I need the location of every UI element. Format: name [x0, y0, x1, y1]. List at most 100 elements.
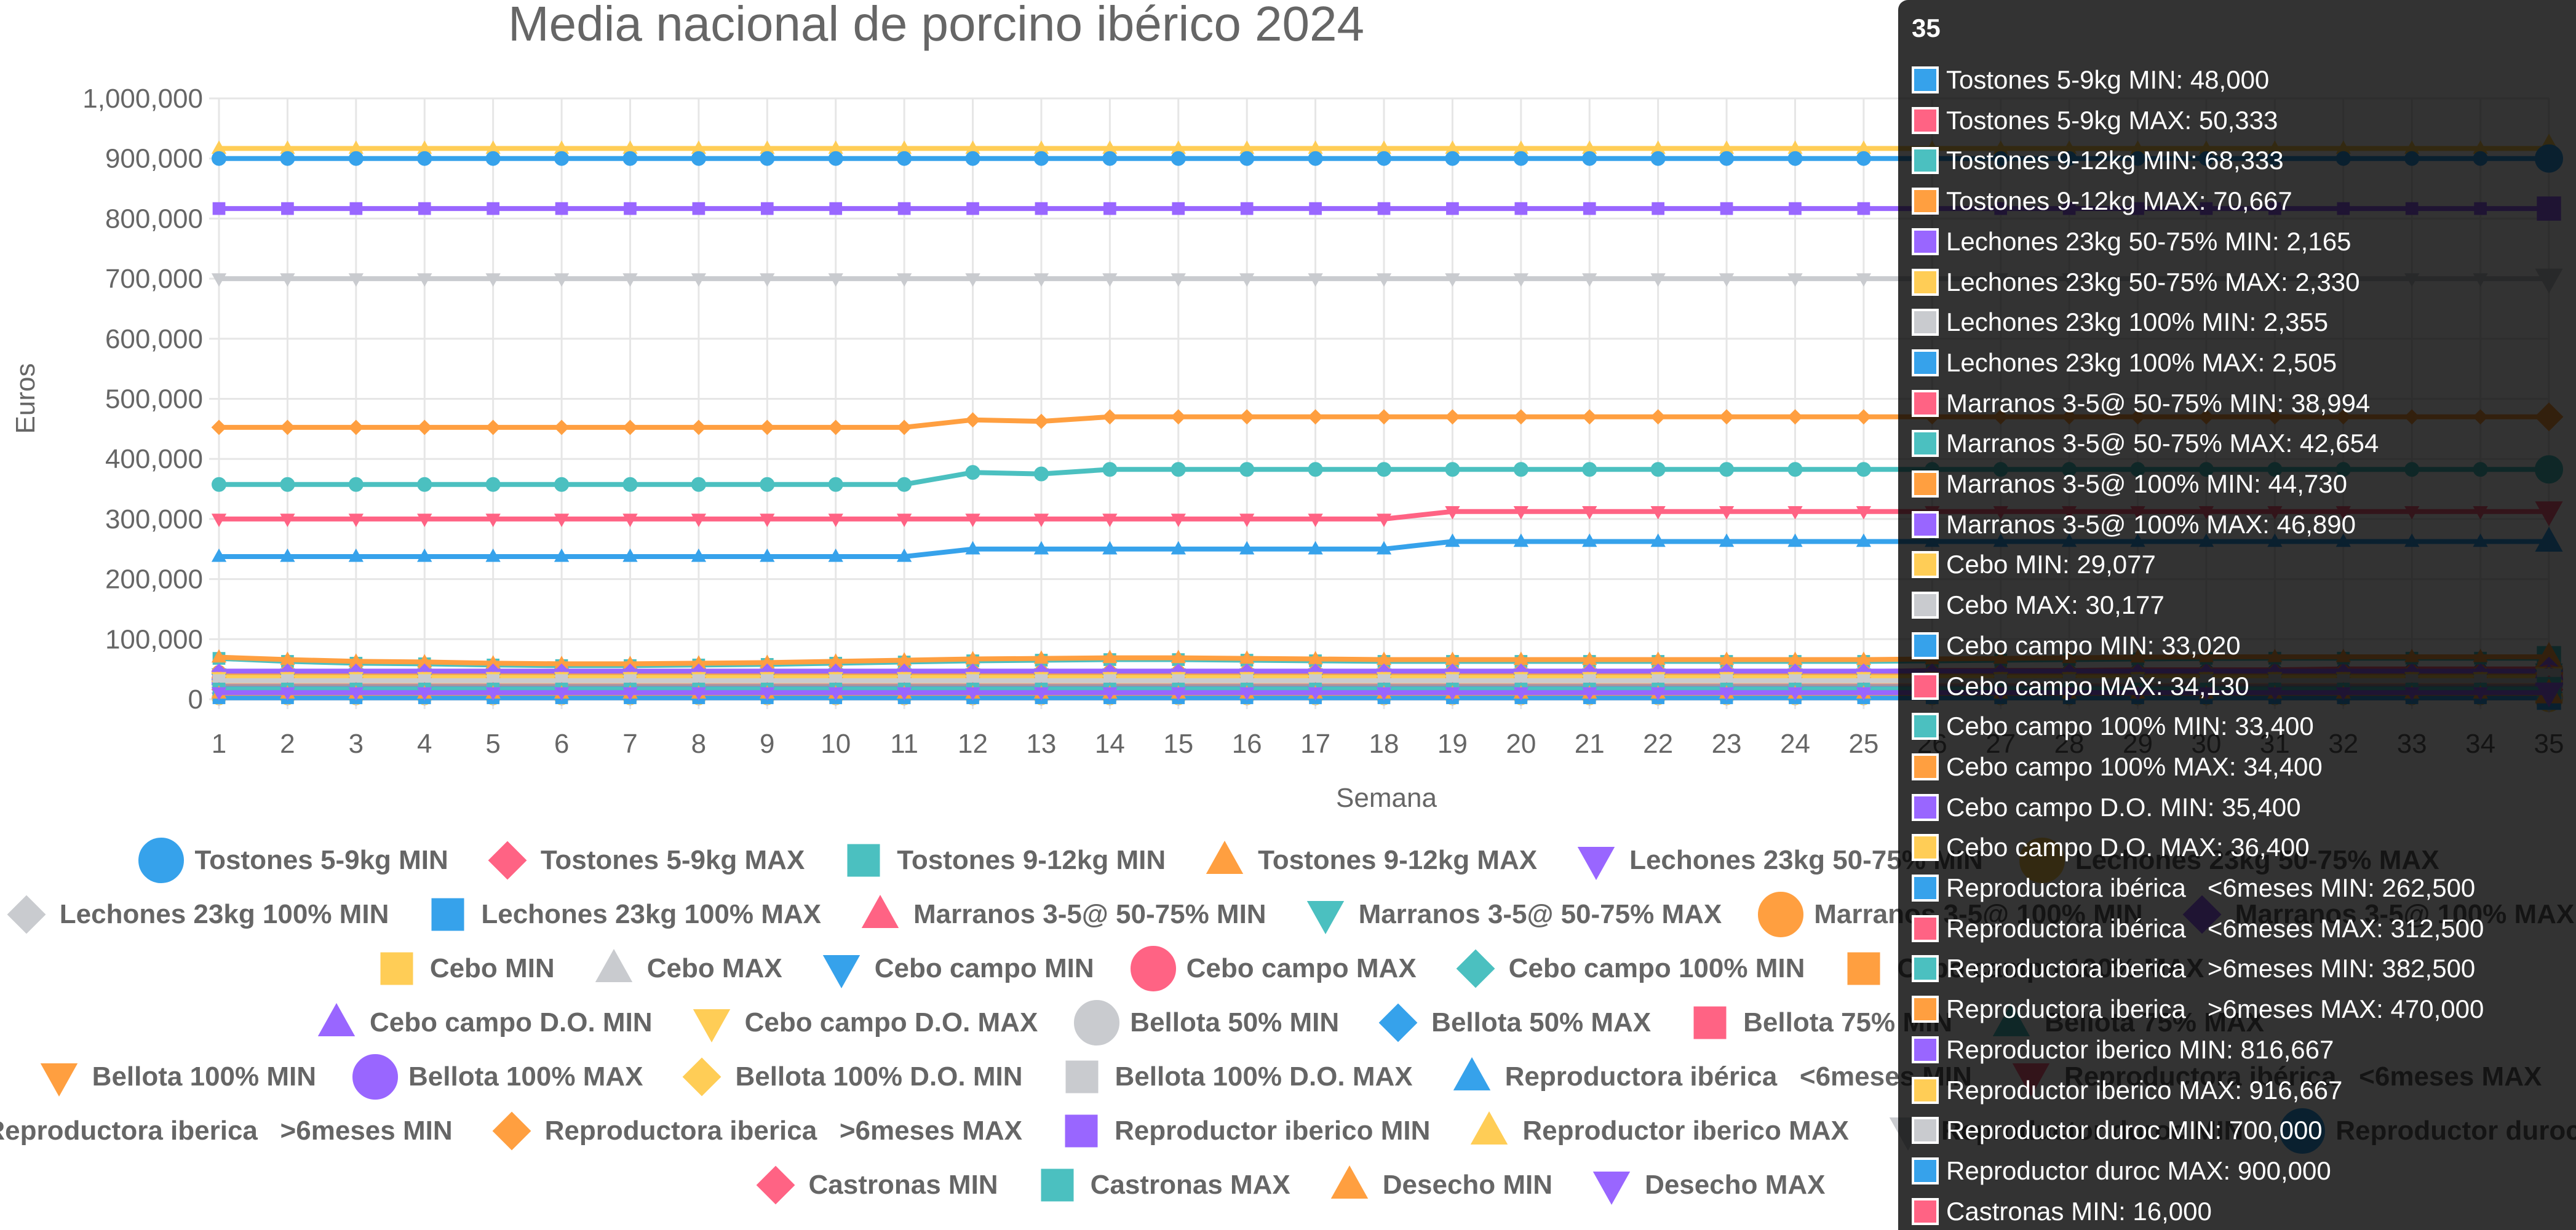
x-tick-label: 25	[1848, 729, 1878, 759]
data-point	[1719, 687, 1735, 701]
legend-item[interactable]: Reproductora ibérica <6meses MIN	[1447, 1052, 1972, 1101]
legend-item[interactable]: Reproductora iberica >6meses MAX	[487, 1106, 1022, 1156]
legend-item[interactable]: Bellota 100% MIN	[34, 1052, 316, 1101]
data-point	[1035, 202, 1048, 215]
tooltip-swatch	[1912, 793, 1939, 821]
data-point	[349, 202, 363, 215]
data-point	[1789, 202, 1802, 215]
tooltip-swatch	[1912, 632, 1939, 659]
legend-marker	[1130, 946, 1176, 991]
data-point	[1445, 533, 1460, 547]
legend-item[interactable]: Bellota 100% D.O. MIN	[677, 1052, 1023, 1101]
data-point	[1652, 202, 1664, 215]
tooltip-row: Cebo MAX: 30,177	[1912, 587, 2165, 623]
legend-item[interactable]: Reproductora iberica >6meses MIN	[0, 1106, 453, 1156]
data-point	[1650, 533, 1666, 547]
legend-item[interactable]: Reproductor iberico MIN	[1057, 1106, 1430, 1156]
legend-item[interactable]: Bellota 100% D.O. MAX	[1057, 1052, 1413, 1101]
data-point	[1102, 273, 1118, 287]
legend-marker-icon	[431, 898, 464, 931]
legend-item[interactable]: Cebo MAX	[589, 944, 782, 993]
legend-item[interactable]: Reproductor iberico MAX	[1465, 1106, 1849, 1156]
legend-marker-icon	[822, 955, 860, 989]
data-point	[829, 202, 843, 215]
data-point	[622, 419, 638, 435]
legend-item[interactable]: Marranos 3-5@ 50-75% MIN	[856, 890, 1266, 939]
data-point	[692, 202, 706, 215]
data-point	[1308, 409, 1324, 425]
tooltip-text: Tostones 9-12kg MIN: 68,333	[1946, 146, 2284, 175]
x-tick-label: 3	[349, 729, 364, 759]
tooltip-swatch	[1912, 1036, 1939, 1063]
legend-item[interactable]: Cebo campo 100% MIN	[1451, 944, 1805, 993]
legend-label: Reproductora iberica >6meses MIN	[0, 1116, 453, 1146]
tooltip-swatch	[1912, 996, 1939, 1023]
legend-item[interactable]: Bellota 100% MAX	[351, 1052, 643, 1101]
data-point	[1445, 462, 1460, 477]
legend-label: Reproductor iberico MIN	[1115, 1116, 1431, 1146]
legend-item[interactable]: Cebo campo MAX	[1129, 944, 1417, 993]
legend-label: Cebo campo D.O. MIN	[369, 1007, 653, 1038]
tooltip-swatch	[1912, 349, 1939, 376]
y-axis-label: Euros	[10, 363, 41, 434]
data-point	[760, 151, 775, 166]
data-point	[212, 151, 226, 166]
tooltip-row: Cebo campo D.O. MAX: 36,400	[1912, 830, 2310, 865]
tooltip-row: Cebo campo MIN: 33,020	[1912, 628, 2241, 664]
data-point	[1103, 202, 1116, 215]
data-point	[828, 477, 843, 492]
tooltip-swatch	[1912, 309, 1939, 336]
legend-marker	[352, 1054, 399, 1100]
tooltip-row: Reproductora ibérica <6meses MIN: 262,50…	[1912, 870, 2475, 906]
data-point	[1787, 151, 1803, 166]
legend-item[interactable]: Marranos 3-5@ 50-75% MAX	[1301, 890, 1722, 939]
data-point	[1650, 506, 1666, 520]
data-point	[1719, 506, 1735, 520]
data-point	[622, 477, 638, 492]
tooltip-text: Cebo campo 100% MIN: 33,400	[1946, 712, 2314, 741]
data-point	[348, 151, 364, 166]
legend-item[interactable]: Tostones 5-9kg MIN	[137, 836, 448, 885]
legend-marker	[683, 1057, 722, 1097]
legend-item[interactable]: Desecho MAX	[1587, 1161, 1825, 1210]
legend-item[interactable]: Tostones 9-12kg MAX	[1200, 836, 1537, 885]
legend-item[interactable]: Castronas MAX	[1033, 1161, 1290, 1210]
data-point	[280, 548, 295, 562]
legend-marker	[1041, 1168, 1074, 1202]
y-tick-label: 200,000	[105, 565, 203, 595]
data-point	[1513, 533, 1529, 547]
legend-item[interactable]: Cebo campo D.O. MAX	[687, 998, 1038, 1047]
data-point	[1033, 541, 1049, 555]
legend-item[interactable]: Cebo campo MIN	[817, 944, 1094, 993]
legend-item[interactable]: Cebo MIN	[372, 944, 555, 993]
legend-item[interactable]: Cebo campo D.O. MIN	[312, 998, 653, 1047]
tooltip-swatch	[1912, 188, 1939, 215]
tooltip-text: Marranos 3-5@ 50-75% MIN: 38,994	[1946, 388, 2371, 418]
data-point	[1102, 409, 1118, 425]
legend-item[interactable]: Tostones 9-12kg MIN	[839, 836, 1166, 885]
data-point	[760, 273, 775, 287]
legend-item[interactable]: Bellota 50% MAX	[1373, 998, 1651, 1047]
legend-marker-icon	[40, 1063, 78, 1097]
legend-item[interactable]: Bellota 50% MIN	[1072, 998, 1339, 1047]
data-point	[1650, 151, 1666, 166]
legend-label: Reproductora iberica >6meses MAX	[544, 1116, 1023, 1146]
legend-item[interactable]: Desecho MIN	[1325, 1161, 1552, 1210]
legend-item[interactable]: Lechones 23kg 100% MAX	[423, 890, 821, 939]
data-point	[348, 273, 364, 287]
data-point	[624, 202, 637, 215]
data-point	[211, 514, 227, 527]
legend-item[interactable]: Castronas MIN	[751, 1161, 998, 1210]
data-point	[896, 687, 912, 701]
legend-item[interactable]: Lechones 23kg 100% MIN	[2, 890, 389, 939]
tooltip-swatch	[1912, 1157, 1939, 1184]
data-point	[348, 419, 364, 435]
data-point	[281, 202, 294, 215]
data-point	[622, 514, 638, 527]
legend-label: Bellota 100% D.O. MIN	[735, 1061, 1023, 1092]
legend-label: Lechones 23kg 100% MIN	[59, 899, 389, 929]
legend-item[interactable]: Tostones 5-9kg MAX	[483, 836, 805, 885]
legend-marker	[1456, 949, 1495, 988]
data-point	[1376, 541, 1392, 555]
data-point	[1033, 466, 1049, 482]
